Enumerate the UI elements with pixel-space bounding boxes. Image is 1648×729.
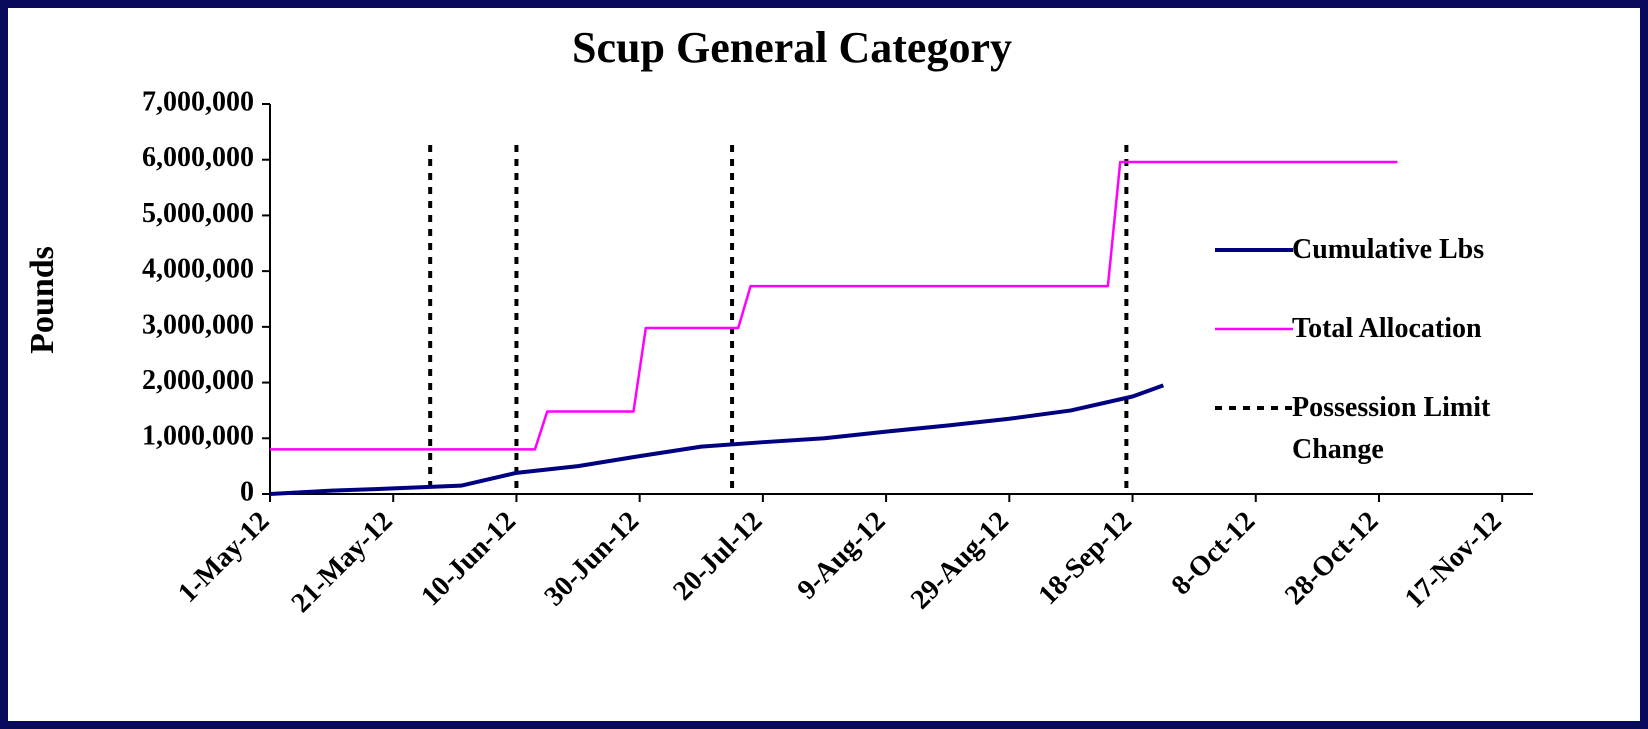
chart-title: Scup General Category: [572, 23, 1012, 72]
x-tick-label: 29-Aug-12: [905, 506, 1015, 616]
x-tick-label: 30-Jun-12: [539, 506, 646, 613]
series-line: [269, 383, 1165, 496]
x-tick-label: 20-Jul-12: [667, 506, 768, 607]
y-tick-label: 3,000,000: [142, 309, 254, 340]
y-tick-label: 0: [240, 476, 254, 507]
x-tick-label: 9-Aug-12: [792, 506, 892, 606]
y-tick-label: 2,000,000: [142, 365, 254, 396]
y-tick-label: 4,000,000: [142, 254, 254, 285]
x-tick-label: 1-May-12: [172, 506, 275, 609]
x-tick-label: 17-Nov-12: [1399, 506, 1508, 615]
x-tick-label: 21-May-12: [286, 506, 399, 619]
x-tick-label: 28-Oct-12: [1279, 506, 1384, 611]
y-tick-label: 1,000,000: [142, 421, 254, 452]
y-axis-label: Pounds: [24, 246, 61, 354]
y-tick-label: 6,000,000: [142, 142, 254, 173]
y-tick-label: 7,000,000: [142, 86, 254, 117]
frame: [8, 8, 1640, 721]
x-tick-label: 8-Oct-12: [1166, 506, 1262, 602]
series-line: [270, 160, 1398, 451]
legend-label: Cumulative Lbs: [1292, 234, 1485, 265]
x-tick-label: 10-Jun-12: [415, 506, 522, 613]
x-tick-label: 18-Sep-12: [1033, 506, 1139, 612]
legend-label: Possession Limit Change: [1292, 392, 1491, 465]
legend-label: Total Allocation: [1292, 313, 1482, 344]
y-tick-label: 5,000,000: [142, 198, 254, 229]
